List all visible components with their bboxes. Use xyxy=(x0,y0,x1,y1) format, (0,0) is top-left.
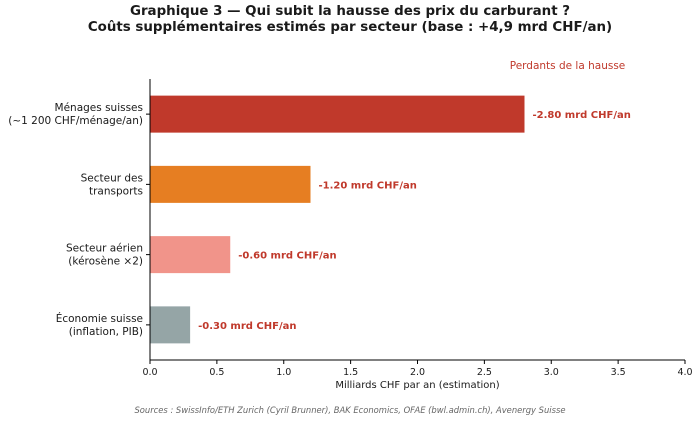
category-label-0: Ménages suisses (~1 200 CHF/ménage/an) xyxy=(8,102,143,127)
bar-3 xyxy=(150,306,191,344)
bar-1 xyxy=(150,165,311,203)
chart-title-line1: Graphique 3 — Qui subit la hausse des pr… xyxy=(129,4,571,19)
chart-annotation: Perdants de la hausse xyxy=(510,60,626,72)
category-label-3: Économie suisse (inflation, PIB) xyxy=(56,312,143,338)
x-tick-label-3: 1.5 xyxy=(343,367,358,378)
x-tick-label-5: 2.5 xyxy=(477,367,492,378)
bar-0 xyxy=(150,95,525,133)
value-label-3: -0.30 mrd CHF/an xyxy=(198,321,296,332)
chart-title-line2: Coûts supplémentaires estimés par secteu… xyxy=(87,20,613,35)
x-tick-label-2: 1.0 xyxy=(276,367,291,378)
source-note: Sources : SwissInfo/ETH Zurich (Cyril Br… xyxy=(134,405,566,415)
x-tick-label-1: 0.5 xyxy=(209,367,224,378)
chart-title: Graphique 3 — Qui subit la hausse des pr… xyxy=(0,4,700,36)
category-label-1: Secteur des transports xyxy=(81,172,143,197)
x-axis-label: Milliards CHF par an (estimation) xyxy=(335,380,499,391)
value-label-2: -0.60 mrd CHF/an xyxy=(238,251,336,262)
category-label-2: Secteur aérien (kérosène ×2) xyxy=(66,243,143,268)
x-tick-label-6: 3.0 xyxy=(544,367,559,378)
x-tick-label-0: 0.0 xyxy=(142,367,157,378)
x-tick-label-4: 2.0 xyxy=(410,367,425,378)
x-tick-label-8: 4.0 xyxy=(677,367,692,378)
value-label-0: -2.80 mrd CHF/an xyxy=(533,110,631,121)
bar-2 xyxy=(150,236,231,274)
plot-area: Perdants de la hausse -2.80 mrd CHF/an Mén… xyxy=(8,60,692,391)
value-label-1: -1.20 mrd CHF/an xyxy=(319,180,417,191)
x-tick-label-7: 3.5 xyxy=(611,367,626,378)
